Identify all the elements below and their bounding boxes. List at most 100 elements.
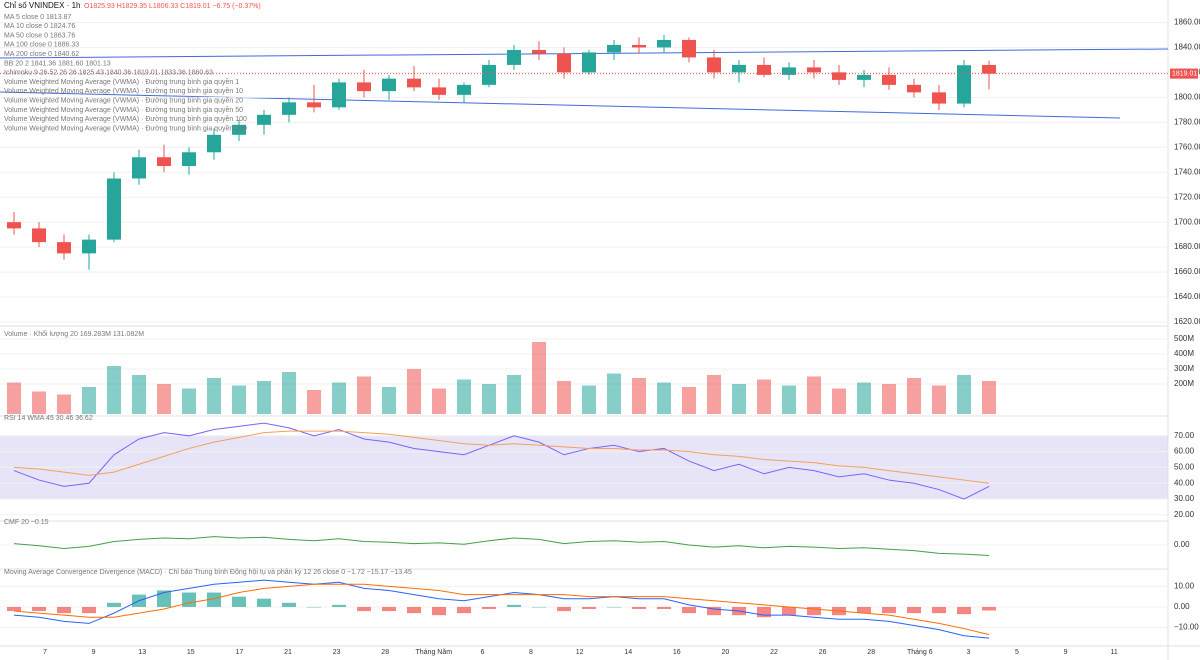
macd-histogram	[682, 606, 696, 614]
indicator-legend: BB 20 2 1841.36 1881.60 1801.13	[4, 60, 111, 67]
candle-body	[507, 49, 521, 65]
x-tick-label: 23	[333, 649, 341, 656]
volume-bar	[232, 385, 246, 414]
volume-bar	[657, 382, 671, 414]
macd-histogram	[557, 606, 571, 612]
x-tick-label: Tháng Năm	[416, 649, 453, 656]
y-tick-label: 20.00	[1174, 510, 1195, 519]
macd-histogram	[82, 606, 96, 614]
macd-histogram	[232, 596, 246, 607]
x-tick-label: 13	[138, 649, 146, 656]
volume-bar	[107, 366, 121, 414]
y-tick-label: 1860.00	[1174, 18, 1200, 27]
macd-histogram	[482, 606, 496, 609]
macd-histogram	[432, 606, 446, 616]
y-tick-label: 10.00	[1174, 581, 1195, 590]
indicator-legend: Volume Weighted Moving Average (VWMA) · …	[4, 114, 247, 123]
indicator-legend: MA 100 close 0 1886.33	[4, 42, 79, 49]
candle-body	[182, 152, 196, 166]
candle-body	[282, 102, 296, 115]
macd-histogram	[932, 606, 946, 614]
candle-body	[657, 39, 671, 48]
x-tick-label: 6	[480, 649, 484, 656]
y-tick-label: 1740.00	[1174, 167, 1200, 176]
indicator-legend: MA 50 close 0 1863.76	[4, 32, 75, 39]
y-tick-label: 70.00	[1174, 431, 1195, 440]
volume-bar	[307, 390, 321, 414]
volume-bar	[632, 378, 646, 414]
macd-histogram	[607, 606, 621, 608]
volume-bar	[782, 385, 796, 414]
volume-bar	[32, 391, 46, 414]
candle-body	[332, 82, 346, 108]
candle-body	[82, 239, 96, 254]
candle-body	[682, 39, 696, 58]
candle-body	[957, 65, 971, 104]
volume-bar	[757, 379, 771, 414]
y-tick-label: 50.00	[1174, 463, 1195, 472]
macd-histogram	[982, 606, 996, 611]
candle-body	[782, 67, 796, 75]
y-tick-label: 500M	[1174, 334, 1194, 343]
volume-bar	[82, 387, 96, 414]
y-tick-label: 0.00	[1174, 540, 1190, 549]
indicator-legend: Ichimoku 9 26 52 26 26 1825.43 1840.36 1…	[4, 70, 213, 77]
x-tick-label: 16	[673, 649, 681, 656]
candle-body	[632, 44, 646, 48]
candle-body	[257, 114, 271, 125]
indicator-legend: Volume Weighted Moving Average (VWMA) · …	[4, 96, 243, 105]
macd-histogram	[582, 606, 596, 609]
macd-histogram	[782, 606, 796, 616]
pane-title: RSI 14 WMA 45 30.46 36.62	[4, 415, 93, 422]
pane-title: Volume · Khối lượng 20 169.283M 131.082M	[4, 329, 144, 338]
volume-bar	[507, 375, 521, 414]
indicator-line	[13, 422, 990, 500]
volume-bar	[132, 375, 146, 414]
y-tick-label: 40.00	[1174, 478, 1195, 487]
x-tick-label: 17	[236, 649, 244, 656]
y-tick-label: 400M	[1174, 349, 1194, 358]
volume-bar	[857, 382, 871, 414]
volume-bar	[282, 372, 296, 414]
volume-bar	[907, 378, 921, 414]
candle-body	[982, 64, 996, 74]
volume-bar	[57, 394, 71, 414]
x-tick-label: 28	[867, 649, 875, 656]
y-tick-label: 30.00	[1174, 494, 1195, 503]
candle-body	[882, 74, 896, 85]
candle-body	[232, 124, 246, 135]
indicator-legend: Volume Weighted Moving Average (VWMA) · …	[4, 86, 243, 95]
ohlc-label: O1825.93 H1829.35 L1806.33 C1819.01 −6.7…	[84, 3, 261, 10]
y-tick-label: 1680.00	[1174, 242, 1200, 251]
x-tick-label: 21	[284, 649, 292, 656]
macd-histogram	[457, 606, 471, 614]
macd-histogram	[857, 606, 871, 614]
y-tick-label: 1700.00	[1174, 217, 1200, 226]
macd-histogram	[7, 606, 21, 612]
candle-body	[407, 78, 421, 88]
candle-body	[832, 72, 846, 80]
candle-body	[382, 78, 396, 92]
candle-body	[307, 102, 321, 108]
candle-body	[707, 57, 721, 73]
y-tick-label: 300M	[1174, 364, 1194, 373]
volume-bar	[557, 381, 571, 414]
x-tick-label: 8	[529, 649, 533, 656]
volume-bar	[957, 375, 971, 414]
indicator-line	[13, 430, 990, 484]
volume-bar	[382, 387, 396, 414]
y-tick-label: −10.00	[1174, 623, 1199, 632]
volume-bar	[157, 384, 171, 414]
candle-body	[432, 87, 446, 95]
volume-bar	[332, 382, 346, 414]
pane-title: CMF 20 −0.15	[4, 519, 49, 526]
macd-histogram	[807, 606, 821, 616]
x-tick-label: 28	[381, 649, 389, 656]
y-tick-label: 1840.00	[1174, 43, 1200, 52]
y-tick-label: 1620.00	[1174, 317, 1200, 326]
candle-body	[857, 74, 871, 80]
macd-histogram	[257, 598, 271, 607]
macd-histogram	[632, 606, 646, 609]
volume-bar	[482, 384, 496, 414]
candle-body	[582, 52, 596, 73]
